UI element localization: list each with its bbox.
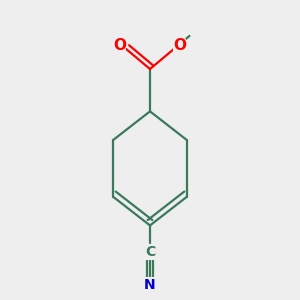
Text: N: N xyxy=(144,278,156,292)
Text: O: O xyxy=(113,38,126,53)
Text: O: O xyxy=(173,38,186,53)
Text: C: C xyxy=(145,245,155,259)
